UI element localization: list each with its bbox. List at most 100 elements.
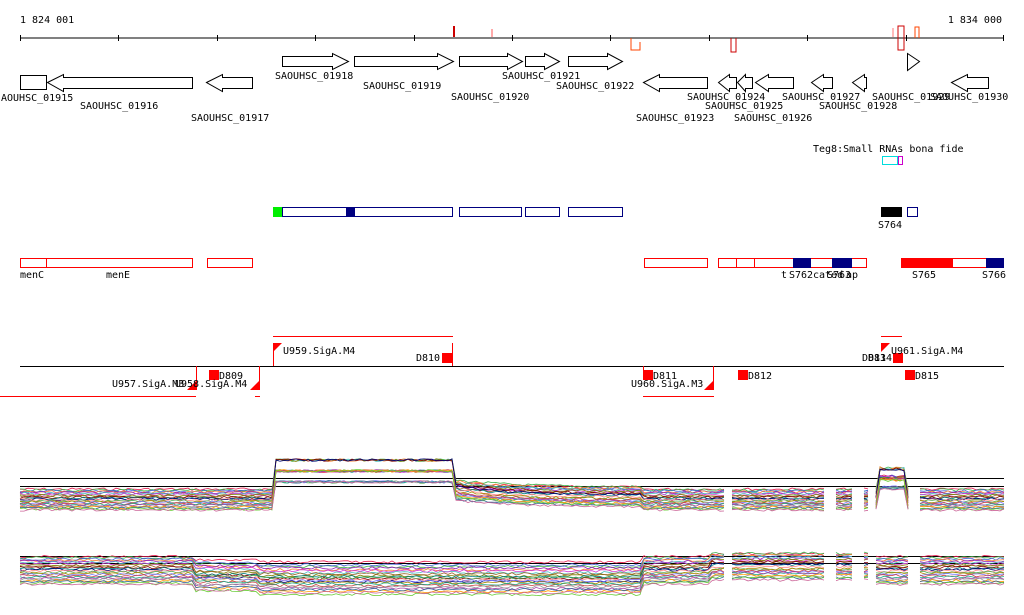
gene-label: SAOUHSC_01930 bbox=[930, 92, 1008, 103]
terminator-label: D814 bbox=[868, 353, 892, 364]
operon-box[interactable] bbox=[20, 258, 47, 268]
gene-arrow[interactable] bbox=[950, 73, 989, 93]
promoter-flag[interactable] bbox=[704, 381, 713, 390]
expression-trace bbox=[19, 569, 1005, 588]
expression-trace bbox=[20, 480, 1005, 512]
promoter-flag[interactable] bbox=[250, 381, 259, 390]
promoter-flag[interactable] bbox=[881, 343, 890, 352]
coord-end-label: 1 834 000 bbox=[948, 15, 1002, 26]
terminator-label: D815 bbox=[915, 371, 939, 382]
terminator-box[interactable] bbox=[209, 370, 219, 380]
operon-box[interactable] bbox=[46, 258, 193, 268]
gene-label: SAOUHSC_01929 bbox=[872, 92, 950, 103]
terminator-label: D809 bbox=[219, 371, 243, 382]
gene-arrow[interactable] bbox=[717, 73, 737, 93]
gene-label: SAOUHSC_01922 bbox=[556, 81, 634, 92]
gene-label: SAOUHSC_01918 bbox=[275, 71, 353, 82]
promoter-label: U957.SigA.M3 bbox=[112, 379, 184, 390]
gene-arrow[interactable] bbox=[907, 52, 921, 72]
gene-arrow[interactable] bbox=[851, 73, 867, 93]
terminator-box[interactable] bbox=[442, 353, 452, 363]
gene-arrow[interactable] bbox=[459, 52, 524, 71]
transcript-box[interactable] bbox=[525, 207, 560, 217]
srna-track: Teg8:Small RNAs bona fide bbox=[813, 144, 964, 165]
gene-arrow[interactable] bbox=[354, 52, 455, 71]
gene-arrow[interactable] bbox=[205, 73, 253, 93]
operon-label: S763 bbox=[827, 270, 851, 281]
expression-trace bbox=[19, 480, 1004, 509]
terminator-box[interactable] bbox=[738, 370, 748, 380]
expression-trace bbox=[19, 562, 1004, 584]
gene-label: AOUHSC_01915 bbox=[1, 93, 73, 104]
expression-traces bbox=[19, 458, 1005, 512]
coord-start-label: 1 824 001 bbox=[20, 15, 74, 26]
expression-trace bbox=[19, 553, 1005, 572]
expression-trace bbox=[19, 571, 1005, 591]
gene-arrow[interactable] bbox=[568, 52, 624, 71]
expression-traces bbox=[19, 551, 1005, 597]
transcript-track: S764 bbox=[273, 207, 918, 231]
gene-arrow[interactable] bbox=[754, 73, 794, 93]
expression-trace bbox=[19, 555, 1005, 575]
expression-track-bottom bbox=[19, 551, 1005, 597]
expression-trace bbox=[19, 564, 1005, 582]
terminator-label: D813 bbox=[862, 353, 886, 364]
promoter-flag[interactable] bbox=[273, 343, 282, 352]
operon-box[interactable] bbox=[644, 258, 708, 268]
gene-arrow[interactable] bbox=[736, 73, 753, 93]
operon-box[interactable] bbox=[952, 258, 987, 268]
expression-trace bbox=[19, 578, 1005, 595]
operon-box[interactable] bbox=[718, 258, 737, 268]
operon-label: cated bbox=[813, 270, 843, 281]
terminator-label: D811 bbox=[653, 371, 677, 382]
operon-labels: menC menE t S762 cated S763 ap S765 S766 bbox=[20, 270, 1006, 281]
srna-track-title: Teg8:Small RNAs bona fide bbox=[813, 144, 964, 155]
gene-labels: AOUHSC_01915 SAOUHSC_01916 SAOUHSC_01917… bbox=[1, 71, 1008, 124]
terminator-box[interactable] bbox=[643, 370, 653, 380]
transcript-box[interactable] bbox=[907, 207, 918, 217]
gene-label: SAOUHSC_01927 bbox=[782, 92, 860, 103]
srna-s766-box[interactable] bbox=[986, 258, 1004, 268]
operon-box[interactable] bbox=[207, 258, 253, 268]
promoter-flag[interactable] bbox=[187, 381, 196, 390]
gene-label: SAOUHSC_01920 bbox=[451, 92, 529, 103]
operon-label: t bbox=[781, 270, 787, 281]
srna-feature[interactable] bbox=[898, 156, 903, 165]
ruler-marks bbox=[453, 25, 920, 53]
transcript-box[interactable] bbox=[282, 207, 453, 217]
operon-srna-segment[interactable] bbox=[793, 258, 811, 268]
gene-arrow[interactable] bbox=[46, 73, 193, 93]
terminator-box[interactable] bbox=[893, 353, 903, 363]
expression-trace bbox=[19, 458, 1005, 501]
expression-trace bbox=[19, 469, 1005, 508]
srna-s765-box[interactable] bbox=[901, 258, 953, 268]
gene-track bbox=[20, 52, 989, 93]
transcript-start-marker[interactable] bbox=[273, 207, 282, 217]
operon-label: S762 bbox=[789, 270, 813, 281]
expression-trace bbox=[19, 554, 1005, 567]
expression-trace bbox=[19, 575, 1005, 597]
gene-label: SAOUHSC_01919 bbox=[363, 81, 441, 92]
operon-box[interactable] bbox=[736, 258, 755, 268]
transcript-segment[interactable] bbox=[346, 207, 355, 217]
gene-arrow[interactable] bbox=[810, 73, 833, 93]
gene-label: SAOUHSC_01925 bbox=[705, 101, 783, 112]
gene-arrow[interactable] bbox=[282, 52, 350, 71]
gene-label: SAOUHSC_01917 bbox=[191, 113, 269, 124]
transcript-box[interactable] bbox=[568, 207, 623, 217]
srna-s764-box[interactable] bbox=[881, 207, 902, 217]
gene-arrow[interactable] bbox=[642, 73, 708, 93]
promoter-label: U961.SigA.M4 bbox=[891, 346, 963, 357]
promoter-track: U959.SigA.M4 U961.SigA.M4 U957.SigA.M3 U… bbox=[0, 336, 1004, 397]
gene-arrow[interactable] bbox=[525, 52, 561, 71]
terminator-box[interactable] bbox=[905, 370, 915, 380]
transcript-box[interactable] bbox=[459, 207, 522, 217]
gene-arrow[interactable] bbox=[20, 75, 47, 90]
operon-label: S765 bbox=[912, 270, 936, 281]
gene-label: SAOUHSC_01928 bbox=[819, 101, 897, 112]
srna-feature[interactable] bbox=[882, 156, 898, 165]
operon-srna-segment[interactable] bbox=[832, 258, 852, 268]
promoter-label: U960.SigA.M3 bbox=[631, 379, 703, 390]
gene-label: SAOUHSC_01924 bbox=[687, 92, 765, 103]
